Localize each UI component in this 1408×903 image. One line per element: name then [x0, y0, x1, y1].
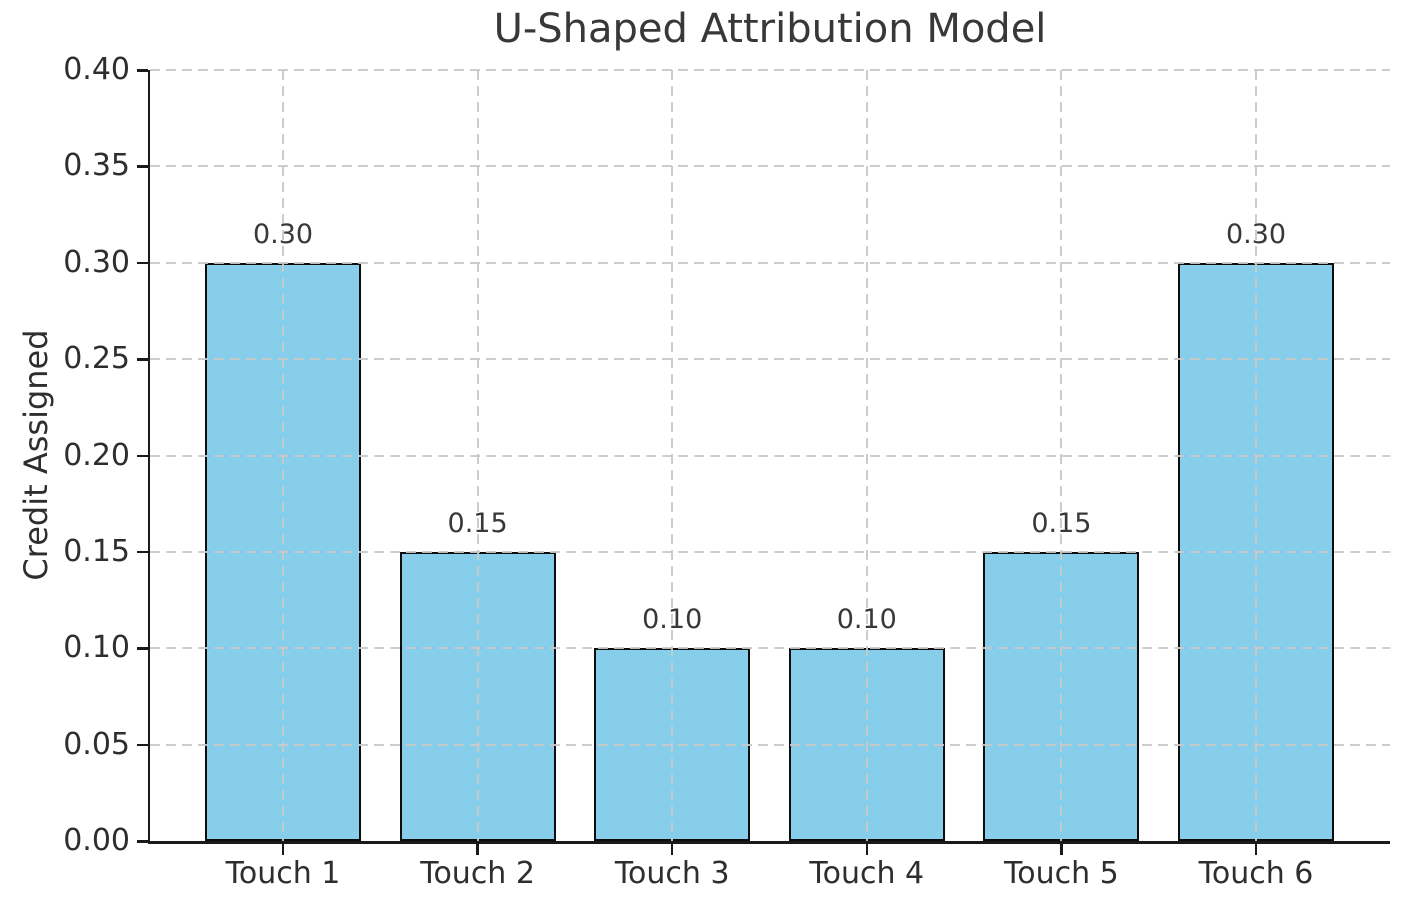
y-tick-label: 0.40: [63, 52, 130, 87]
v-gridline: [671, 70, 674, 841]
y-tick-mark: [136, 165, 148, 168]
y-tick-mark: [136, 261, 148, 265]
h-gridline: [150, 647, 1390, 650]
bar-value-label: 0.15: [1031, 507, 1092, 539]
y-tick-mark: [136, 358, 148, 361]
bottom-spine: [147, 841, 1390, 844]
h-gridline: [150, 69, 1390, 71]
y-tick-label: 0.30: [63, 244, 130, 280]
h-gridline: [150, 550, 1390, 553]
h-gridline: [150, 261, 1390, 264]
y-tick-mark: [136, 69, 148, 72]
h-gridline: [150, 743, 1390, 746]
x-tick-mark: [476, 843, 479, 855]
y-tick-mark: [136, 550, 148, 554]
y-tick-label: 0.35: [63, 148, 130, 184]
bar-value-label: 0.10: [642, 604, 703, 636]
x-tick-label: Touch 5: [1004, 856, 1119, 891]
h-gridline: [150, 358, 1390, 361]
bar-value-label: 0.15: [447, 507, 508, 539]
y-tick-label: 0.20: [63, 437, 130, 473]
x-tick-label: Touch 1: [225, 856, 341, 891]
bar-value-label: 0.30: [1225, 218, 1287, 250]
bar-value-label: 0.10: [836, 604, 897, 636]
y-tick-mark: [136, 743, 148, 747]
y-tick-mark: [136, 647, 148, 650]
x-tick-label: Touch 4: [809, 856, 925, 891]
h-gridline: [150, 454, 1390, 457]
y-tick-label: 0.00: [63, 823, 130, 858]
y-tick-label: 0.25: [63, 341, 130, 377]
v-gridline: [1060, 70, 1063, 841]
v-gridline: [282, 70, 284, 841]
x-tick-mark: [1060, 843, 1063, 855]
chart-title: U-Shaped Attribution Model: [493, 6, 1047, 52]
y-tick-mark: [136, 840, 148, 843]
y-tick-label: 0.15: [63, 533, 130, 569]
h-gridline: [150, 165, 1390, 168]
v-gridline: [1255, 70, 1257, 841]
left-spine: [147, 70, 150, 844]
v-gridline: [865, 70, 868, 841]
x-tick-mark: [670, 843, 674, 855]
x-tick-mark: [865, 843, 869, 855]
plot-area: [150, 69, 1390, 841]
bar-value-label: 0.30: [252, 218, 314, 250]
y-tick-label: 0.05: [63, 726, 130, 762]
x-tick-mark: [1254, 843, 1258, 855]
x-tick-label: Touch 6: [1198, 856, 1314, 891]
x-tick-label: Touch 2: [420, 856, 535, 891]
y-tick-mark: [136, 454, 148, 457]
y-tick-label: 0.10: [63, 630, 130, 666]
v-gridline: [476, 70, 479, 841]
x-tick-label: Touch 3: [614, 856, 730, 891]
x-tick-mark: [281, 843, 285, 855]
